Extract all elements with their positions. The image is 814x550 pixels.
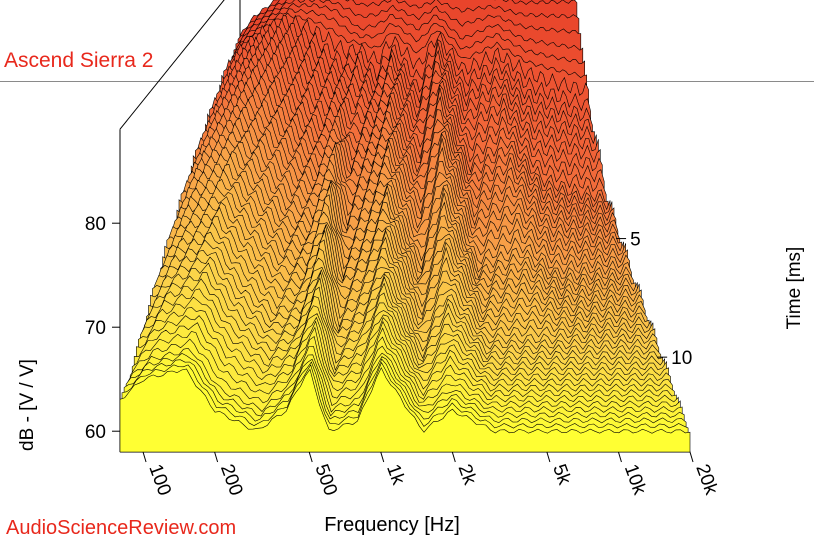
top-depth-edge: [119, 0, 225, 130]
z-tick-label: 5: [630, 230, 641, 251]
decay-slice: [121, 361, 689, 447]
z-axis-label: Time [ms]: [784, 247, 805, 330]
x-tick-mark: [142, 451, 147, 463]
x-tick-label: 100: [144, 462, 175, 499]
x-tick-mark: [308, 451, 313, 463]
x-tick-mark: [546, 451, 551, 463]
x-tick-label: 5k: [548, 462, 575, 489]
x-tick-mark: [451, 451, 456, 463]
y-tick-label: 60: [85, 422, 106, 443]
x-tick-label: 1k: [382, 462, 409, 489]
y-tick-label: 70: [85, 318, 106, 339]
decay-slice: [119, 367, 691, 453]
watermark: AudioScienceReview.com: [6, 517, 237, 539]
x-tick-label: 10k: [620, 462, 650, 498]
x-tick-mark: [689, 451, 694, 463]
x-tick-label: 500: [310, 462, 341, 499]
x-tick-mark: [617, 451, 622, 463]
decay-slice: [131, 331, 679, 419]
x-tick-mark: [214, 451, 219, 463]
decay-slices: [119, 0, 691, 453]
decay-slice: [133, 322, 677, 413]
x-tick-label: 20k: [691, 462, 721, 498]
x-tick-mark: [380, 451, 385, 463]
x-axis-label: Frequency [Hz]: [324, 514, 460, 536]
y-axis-label: dB - [V / V]: [17, 359, 38, 451]
x-tick-label: 2k: [454, 462, 481, 489]
decay-slice: [129, 338, 681, 425]
speaker-model-label: Ascend Sierra 2: [4, 49, 154, 72]
z-tick-label: 10: [671, 348, 692, 369]
x-tick-label: 200: [216, 462, 247, 499]
y-tick-label: 80: [85, 214, 106, 235]
